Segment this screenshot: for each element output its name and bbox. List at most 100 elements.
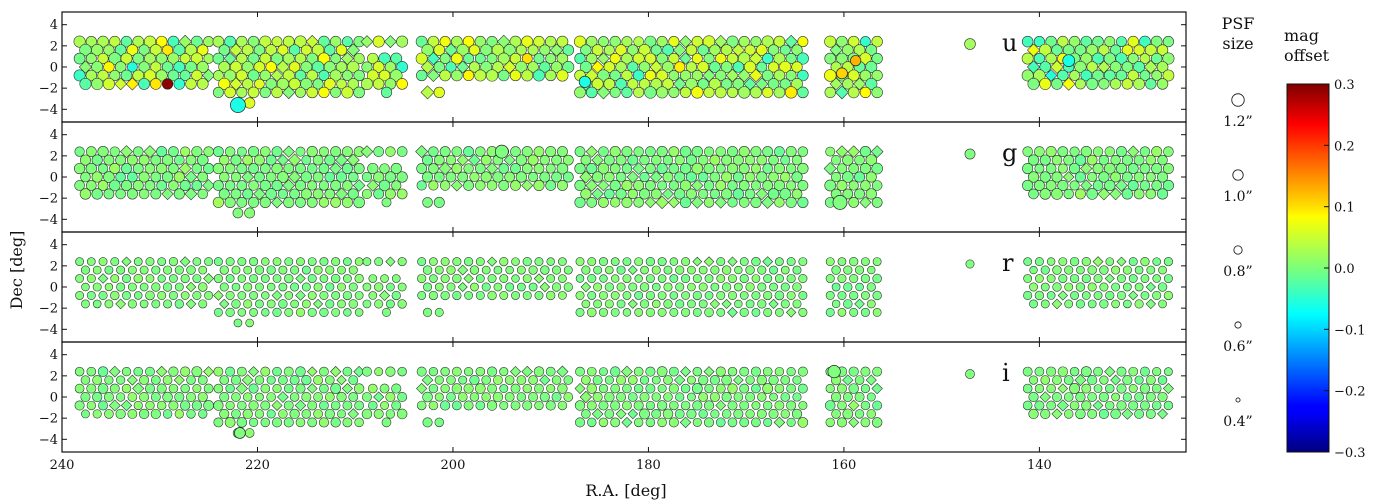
field-point — [575, 417, 585, 428]
field-point — [307, 257, 317, 267]
field-point — [439, 69, 451, 82]
field-point — [848, 196, 860, 208]
field-point — [621, 36, 633, 48]
field-point — [675, 299, 685, 309]
field-point — [266, 375, 276, 385]
field-point — [768, 374, 779, 386]
field-point — [150, 154, 162, 166]
field-point — [213, 383, 224, 394]
field-point — [768, 154, 779, 166]
field-point — [354, 257, 364, 266]
field-point — [1128, 257, 1138, 267]
field-point — [1087, 375, 1098, 386]
field-point — [474, 163, 486, 174]
band-marker — [965, 259, 975, 269]
field-point — [330, 180, 342, 191]
field-point — [621, 86, 633, 98]
y-tick-label: 2 — [50, 39, 58, 54]
field-point — [384, 171, 397, 183]
field-point — [353, 52, 365, 65]
field-point — [767, 188, 780, 200]
field-point — [1111, 299, 1120, 309]
field-point — [145, 400, 155, 411]
field-point — [734, 265, 743, 275]
field-point — [91, 61, 104, 73]
field-point — [312, 154, 324, 166]
field-point — [381, 197, 392, 208]
field-point — [80, 171, 91, 183]
field-point — [456, 43, 469, 57]
field-point — [593, 282, 603, 292]
field-point — [581, 265, 591, 275]
field-point — [318, 180, 330, 191]
field-point — [352, 179, 366, 192]
field-point — [155, 35, 168, 48]
field-point — [360, 77, 373, 90]
field-point — [429, 257, 438, 266]
field-point — [236, 197, 248, 208]
field-point — [1075, 408, 1086, 420]
field-point — [680, 366, 692, 378]
field-point — [587, 257, 597, 267]
field-point — [1121, 408, 1134, 420]
field-point — [244, 207, 256, 219]
field-point — [581, 375, 591, 385]
field-point — [232, 207, 244, 219]
field-point — [574, 146, 586, 157]
field-point — [692, 290, 702, 301]
field-point — [709, 391, 720, 403]
y-tick-label: −4 — [39, 103, 58, 118]
field-point — [306, 69, 318, 82]
field-point — [144, 383, 155, 394]
field-point — [179, 53, 191, 64]
field-point — [668, 366, 679, 377]
field-point — [656, 400, 668, 411]
field-point — [761, 35, 774, 48]
field-point — [715, 366, 726, 377]
field-point — [621, 52, 633, 65]
field-point — [779, 60, 792, 74]
field-point — [236, 146, 247, 157]
field-point — [1045, 52, 1057, 65]
field-point — [599, 274, 608, 283]
field-point — [785, 86, 798, 99]
field-point — [86, 383, 97, 394]
field-point — [225, 383, 235, 394]
field-point — [73, 35, 86, 48]
field-point — [732, 154, 744, 166]
field-point — [774, 274, 784, 284]
field-point — [737, 68, 752, 83]
field-point — [1092, 69, 1104, 82]
field-point — [533, 163, 545, 174]
field-point — [109, 162, 121, 175]
field-point — [168, 146, 179, 157]
field-point — [421, 374, 434, 386]
field-point — [115, 188, 126, 200]
field-point — [1121, 78, 1134, 90]
field-point — [854, 154, 865, 166]
field-point — [1057, 163, 1068, 174]
field-point — [673, 374, 686, 386]
field-point — [649, 60, 663, 74]
field-point — [347, 78, 360, 90]
field-point — [127, 409, 138, 419]
field-point — [231, 392, 241, 402]
field-point — [434, 392, 444, 402]
psf-legend-circle — [1233, 245, 1243, 255]
field-point — [143, 145, 157, 159]
field-point — [180, 273, 190, 284]
field-point — [1052, 282, 1062, 292]
field-point — [290, 299, 299, 309]
field-point — [780, 265, 790, 275]
field-point — [284, 257, 294, 267]
field-point — [668, 417, 679, 428]
field-point — [212, 35, 225, 48]
field-point — [690, 196, 704, 209]
field-point — [196, 78, 209, 90]
field-point — [1080, 162, 1093, 175]
field-point — [342, 400, 353, 411]
field-point — [756, 408, 767, 419]
field-point — [1057, 383, 1069, 394]
field-point — [253, 44, 266, 56]
field-point — [1022, 400, 1033, 411]
